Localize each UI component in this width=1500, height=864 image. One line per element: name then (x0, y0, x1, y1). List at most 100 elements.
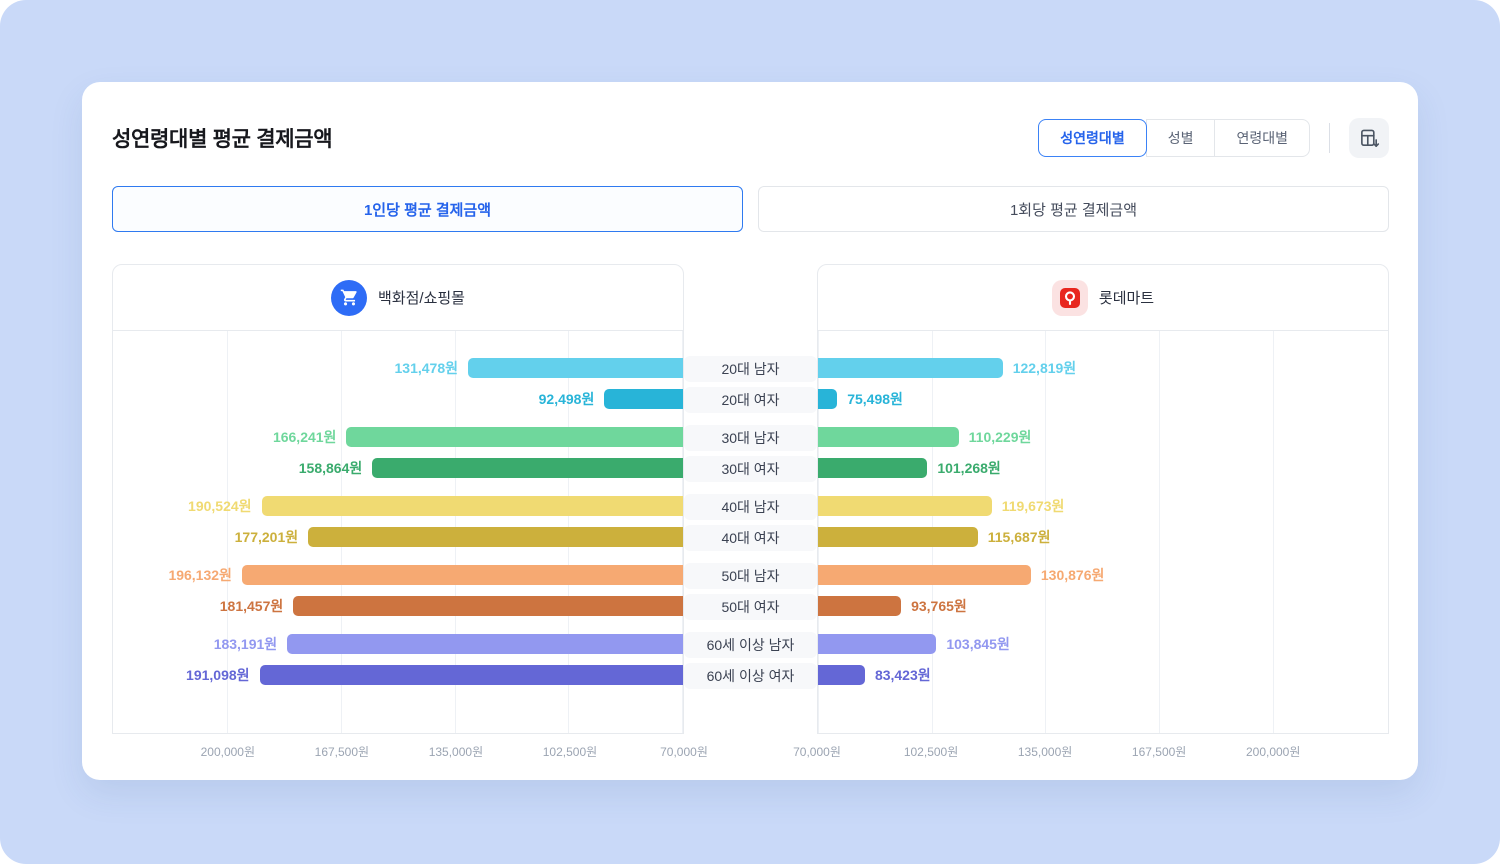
bar-value-label: 101,268원 (937, 460, 1001, 476)
panel-right: 롯데마트 122,819원 75,498원 110,229원 101,268원 119,… (817, 264, 1389, 734)
bar-value-label: 83,423원 (874, 667, 931, 683)
bar-right-60세 이상 남자[interactable] (818, 634, 937, 654)
bar-row: 103,845원 (818, 631, 1388, 657)
metric-tab-2[interactable]: 1회당 평균 결제금액 (758, 186, 1389, 232)
bar-left-40대 여자[interactable] (308, 527, 683, 547)
bar-value-label: 122,819원 (1012, 360, 1077, 376)
bar-value-label: 183,191원 (213, 636, 278, 652)
export-button[interactable] (1349, 118, 1389, 158)
bar-value-label: 191,098원 (186, 667, 250, 683)
panel-right-header: 롯데마트 (818, 265, 1388, 331)
axis-tick-label: 102,500원 (542, 745, 598, 759)
bar-right-50대 남자[interactable] (818, 565, 1031, 585)
category-label: 40대 여자 (684, 525, 817, 551)
bar-row: 131,478원 (113, 355, 683, 381)
axis-left: 200,000원 167,500원 135,000원 102,500원 70,000원 (112, 734, 708, 768)
axis-tick-label: 135,000원 (428, 745, 484, 759)
bar-left-60세 이상 남자[interactable] (287, 634, 683, 654)
view-option-3[interactable]: 연령대별 (1214, 119, 1310, 157)
bar-value-label: 190,524원 (188, 498, 252, 514)
bar-row: 83,423원 (818, 662, 1388, 688)
axis-tick-label: 70,000원 (793, 745, 841, 759)
bar-right-20대 여자[interactable] (818, 389, 838, 409)
bar-left-20대 여자[interactable] (604, 389, 683, 409)
bar-left-20대 남자[interactable] (468, 358, 683, 378)
bar-row: 181,457원 (113, 593, 683, 619)
view-toggle-group: 성연령대별 성별 연령대별 (1038, 119, 1310, 157)
bar-value-label: 166,241원 (272, 429, 337, 445)
view-option-2[interactable]: 성별 (1145, 119, 1216, 157)
bar-row: 183,191원 (113, 631, 683, 657)
category-label: 50대 여자 (684, 594, 817, 620)
view-option-1[interactable]: 성연령대별 (1038, 119, 1147, 157)
bar-value-label: 196,132원 (168, 567, 232, 583)
left-chart-column: 백화점/쇼핑몰 131,478원 92,498원 166,241원 158,864원 1… (112, 264, 708, 768)
bar-right-20대 남자[interactable] (818, 358, 1003, 378)
bar-row: 101,268원 (818, 455, 1388, 481)
category-label: 20대 여자 (684, 387, 817, 413)
bar-value-label: 131,478원 (394, 360, 459, 376)
bar-left-40대 남자[interactable] (261, 496, 683, 516)
bar-row: 130,876원 (818, 562, 1388, 588)
bar-value-label: 158,864원 (298, 460, 363, 476)
panel-left: 백화점/쇼핑몰 131,478원 92,498원 166,241원 158,864원 1… (112, 264, 684, 734)
bar-value-label: 181,457원 (219, 598, 284, 614)
bar-value-label: 119,673원 (1001, 498, 1065, 514)
panel-left-title: 백화점/쇼핑몰 (378, 290, 465, 307)
card-header: 성연령대별 평균 결제금액 성연령대별 성별 연령대별 (112, 116, 1389, 160)
bar-right-40대 여자[interactable] (818, 527, 978, 547)
axis-tick-label: 167,500원 (314, 745, 370, 759)
category-label: 50대 남자 (684, 563, 817, 589)
plot-right: 122,819원 75,498원 110,229원 101,268원 119,673원 1… (818, 331, 1388, 733)
controls-divider (1329, 123, 1330, 153)
panel-right-title: 롯데마트 (1098, 290, 1155, 307)
metric-tabs: 1인당 평균 결제금액 1회당 평균 결제금액 (112, 186, 1389, 232)
category-label: 60세 이상 남자 (684, 632, 817, 658)
panel-left-header: 백화점/쇼핑몰 (113, 265, 683, 331)
bar-row: 75,498원 (818, 386, 1388, 412)
bar-left-30대 여자[interactable] (372, 458, 683, 478)
bar-value-label: 93,765원 (911, 598, 967, 614)
bar-row: 93,765원 (818, 593, 1388, 619)
gridline (1158, 331, 1160, 733)
bar-row: 92,498원 (113, 386, 683, 412)
bar-row: 190,524원 (113, 493, 683, 519)
axis-tick-label: 135,000원 (1017, 745, 1073, 759)
bar-row: 110,229원 (818, 424, 1388, 450)
category-label: 60세 이상 여자 (684, 663, 817, 689)
bar-left-50대 남자[interactable] (241, 565, 683, 585)
category-label: 20대 남자 (684, 356, 817, 382)
page-title: 성연령대별 평균 결제금액 (112, 128, 333, 151)
excel-export-icon (1360, 129, 1379, 147)
bar-value-label: 75,498원 (847, 391, 903, 407)
category-label: 30대 남자 (684, 425, 817, 451)
gridline (227, 331, 229, 733)
bar-left-60세 이상 여자[interactable] (259, 665, 683, 685)
shopping-cart-icon (331, 279, 368, 316)
bar-row: 191,098원 (113, 662, 683, 688)
axis-tick-label: 102,500원 (903, 745, 959, 759)
bar-left-50대 여자[interactable] (293, 596, 683, 616)
axis-tick-label: 167,500원 (1131, 745, 1187, 759)
bar-left-30대 남자[interactable] (346, 427, 683, 447)
bar-right-60세 이상 여자[interactable] (818, 665, 865, 685)
plot-left: 131,478원 92,498원 166,241원 158,864원 190,524원 1… (113, 331, 683, 733)
bar-value-label: 130,876원 (1040, 567, 1105, 583)
bar-value-label: 92,498원 (538, 391, 595, 407)
category-label: 40대 남자 (684, 494, 817, 520)
bar-right-40대 남자[interactable] (818, 496, 992, 516)
metric-tab-1[interactable]: 1인당 평균 결제금액 (112, 186, 743, 232)
bar-value-label: 177,201원 (234, 529, 299, 545)
axis-tick-label: 200,000원 (200, 745, 256, 759)
bar-row: 122,819원 (818, 355, 1388, 381)
bar-right-30대 여자[interactable] (818, 458, 928, 478)
bar-value-label: 110,229원 (968, 429, 1032, 445)
bar-value-label: 103,845원 (946, 636, 1010, 652)
bar-right-30대 남자[interactable] (818, 427, 959, 447)
bar-row: 177,201원 (113, 524, 683, 550)
bar-right-50대 여자[interactable] (818, 596, 902, 616)
bar-row: 158,864원 (113, 455, 683, 481)
gridline (1045, 331, 1047, 733)
bar-row: 196,132원 (113, 562, 683, 588)
